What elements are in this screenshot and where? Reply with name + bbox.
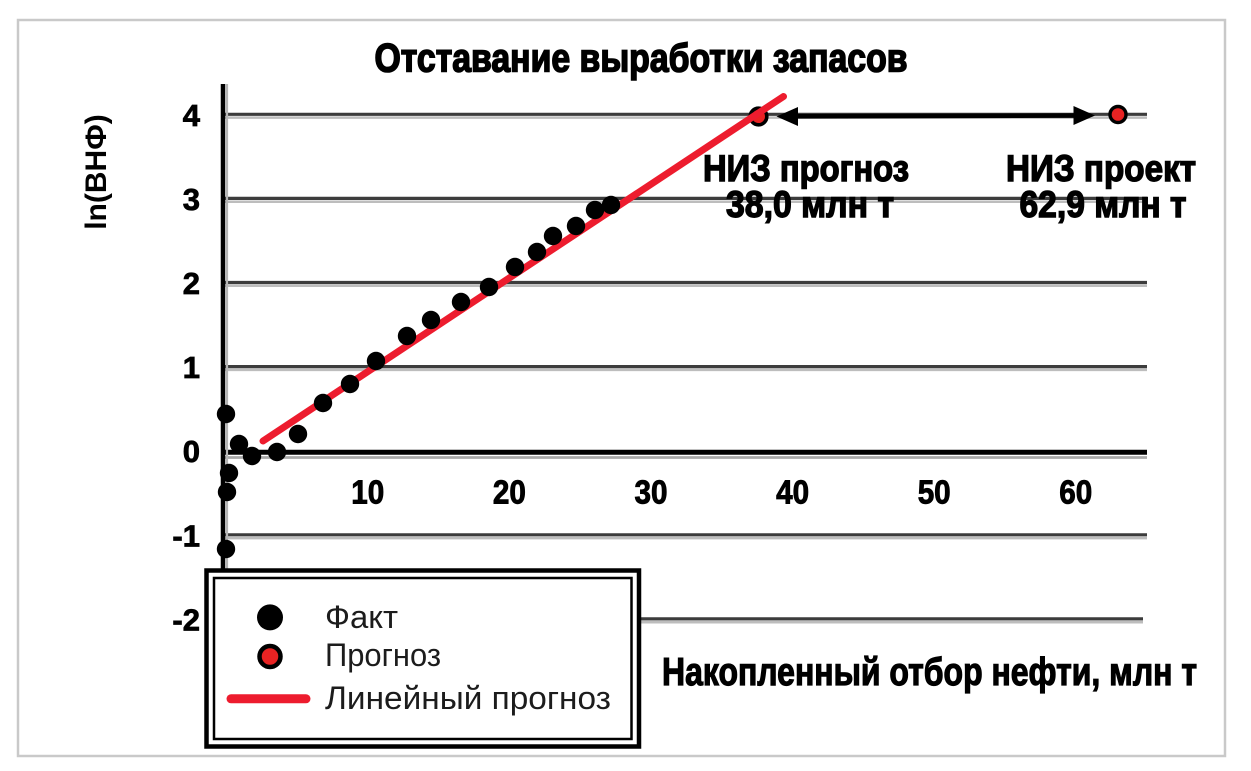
svg-text:-1: -1 bbox=[172, 518, 200, 553]
svg-text:60: 60 bbox=[1059, 474, 1092, 511]
svg-text:НИЗ прогноз: НИЗ прогноз bbox=[703, 148, 909, 189]
svg-text:10: 10 bbox=[351, 474, 384, 511]
svg-text:Накопленный отбор нефти, млн: Накопленный отбор нефти, млн т bbox=[662, 651, 1197, 694]
svg-text:38,0 млн т: 38,0 млн т bbox=[726, 184, 894, 225]
svg-text:30: 30 bbox=[635, 474, 668, 511]
svg-text:Линейный прогноз: Линейный прогноз bbox=[325, 680, 611, 716]
svg-text:2: 2 bbox=[183, 266, 200, 301]
svg-text:ln(ВНФ): ln(ВНФ) bbox=[80, 114, 113, 230]
svg-text:1: 1 bbox=[183, 350, 200, 385]
svg-text:Прогноз: Прогноз bbox=[325, 637, 441, 673]
svg-text:0: 0 bbox=[183, 434, 200, 469]
svg-text:Факт: Факт bbox=[325, 599, 398, 635]
svg-text:62,9 млн т: 62,9 млн т bbox=[1020, 184, 1187, 225]
svg-text:20: 20 bbox=[493, 474, 526, 511]
svg-text:Отставание выработки запасов: Отставание выработки запасов bbox=[375, 37, 908, 81]
svg-text:40: 40 bbox=[776, 474, 809, 511]
svg-text:4: 4 bbox=[183, 98, 201, 133]
svg-text:-2: -2 bbox=[172, 602, 200, 637]
svg-text:НИЗ проект: НИЗ проект bbox=[1006, 148, 1196, 189]
svg-text:50: 50 bbox=[918, 474, 951, 511]
svg-text:3: 3 bbox=[183, 182, 200, 217]
